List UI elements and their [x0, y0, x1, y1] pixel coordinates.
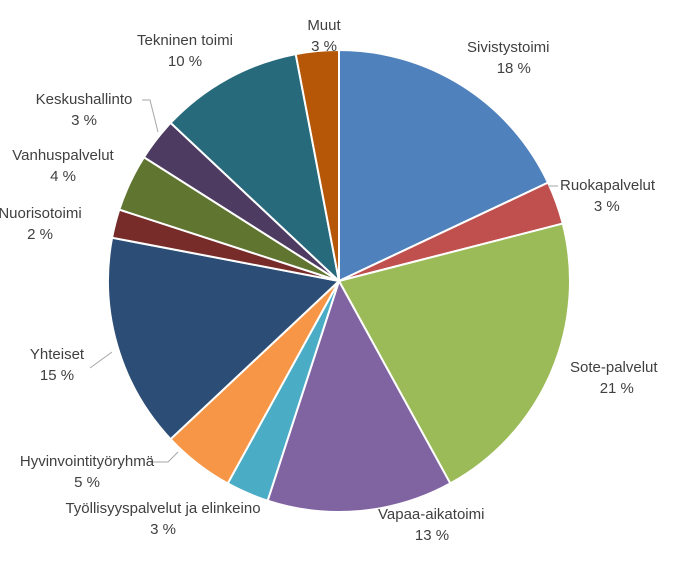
leader-lines	[89, 99, 558, 463]
pie-slices	[107, 48, 571, 513]
pie-slice	[169, 52, 341, 284]
leader-line	[89, 351, 113, 369]
leader-line	[142, 99, 159, 133]
pie-slice	[107, 236, 342, 441]
slice-label: Hyvinvointityöryhmä 5 %	[20, 453, 155, 491]
slice-label: Vanhuspalvelut 4 %	[12, 147, 114, 185]
slice-label: Tekninen toimi 10 %	[137, 32, 233, 70]
pie-slice	[337, 222, 571, 485]
pie-slice	[338, 48, 550, 283]
slice-label: Nuorisotoimi 2 %	[0, 205, 82, 243]
slice-label: Sivistystoimi 18 %	[467, 39, 550, 77]
pie-slice	[294, 48, 340, 282]
pie-slice	[266, 278, 452, 513]
slice-label: Sote-palvelut 21 %	[570, 359, 658, 397]
slice-label: Työllisyyspalvelut ja elinkeino 3 %	[65, 500, 260, 538]
slice-label: Keskushallinto 3 %	[36, 91, 133, 129]
slice-label: Ruokapalvelut 3 %	[560, 177, 656, 215]
slice-label: Vapaa-aikatoimi 13 %	[378, 506, 484, 544]
slice-labels: Sivistystoimi 18 % Ruokapalvelut 3 % Sote-pa…	[0, 17, 658, 544]
slice-label: Yhteiset 15 %	[30, 346, 85, 384]
leader-line	[150, 451, 179, 463]
slice-label: Muut 3 %	[307, 17, 341, 55]
